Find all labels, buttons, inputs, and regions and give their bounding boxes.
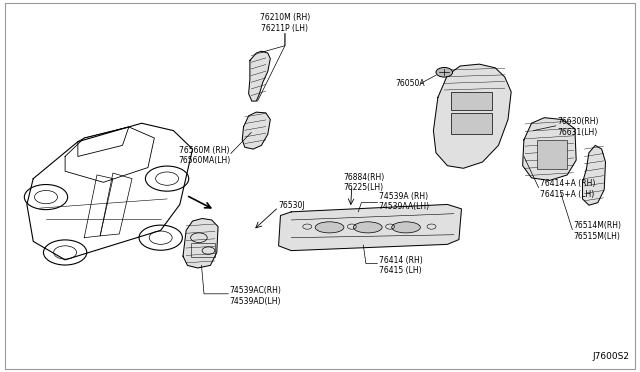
Polygon shape bbox=[278, 205, 461, 251]
Bar bbox=[537, 140, 567, 169]
Polygon shape bbox=[433, 64, 511, 168]
Circle shape bbox=[436, 67, 452, 77]
Text: 76560M (RH)
76560MA(LH): 76560M (RH) 76560MA(LH) bbox=[179, 146, 231, 165]
Text: 76210M (RH)
76211P (LH): 76210M (RH) 76211P (LH) bbox=[260, 13, 310, 33]
Text: 76514M(RH)
76515M(LH): 76514M(RH) 76515M(LH) bbox=[573, 221, 621, 241]
Polygon shape bbox=[243, 112, 270, 149]
Polygon shape bbox=[183, 218, 218, 268]
Ellipse shape bbox=[392, 222, 420, 233]
Text: 74539AC(RH)
74539AD(LH): 74539AC(RH) 74539AD(LH) bbox=[230, 286, 282, 306]
Ellipse shape bbox=[316, 222, 344, 233]
Text: 74539A (RH)
74539AA(LH): 74539A (RH) 74539AA(LH) bbox=[379, 192, 429, 211]
Text: 76050A: 76050A bbox=[395, 79, 425, 88]
Text: J7600S2: J7600S2 bbox=[592, 352, 629, 361]
Polygon shape bbox=[582, 145, 605, 205]
Text: 76884(RH)
76225(LH): 76884(RH) 76225(LH) bbox=[343, 173, 384, 192]
Text: 76414+A (RH)
76415+A (LH): 76414+A (RH) 76415+A (LH) bbox=[540, 179, 595, 199]
Text: 76414 (RH)
76415 (LH): 76414 (RH) 76415 (LH) bbox=[379, 256, 422, 275]
Bar bbox=[191, 243, 215, 257]
Bar bbox=[451, 113, 492, 134]
Circle shape bbox=[438, 68, 451, 76]
Polygon shape bbox=[248, 51, 270, 101]
Text: 76630(RH)
76631(LH): 76630(RH) 76631(LH) bbox=[557, 117, 598, 137]
Ellipse shape bbox=[353, 222, 382, 233]
Text: 76530J: 76530J bbox=[278, 201, 305, 210]
Polygon shape bbox=[523, 118, 576, 180]
Bar bbox=[451, 92, 492, 110]
